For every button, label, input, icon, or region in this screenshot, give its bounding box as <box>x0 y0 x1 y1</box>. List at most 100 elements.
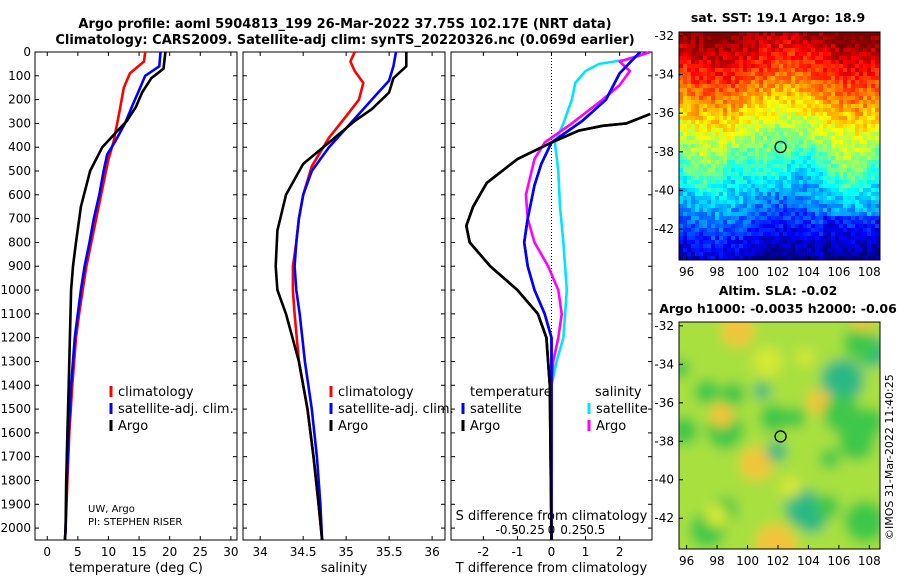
sst-cell <box>755 128 759 132</box>
sst-cell <box>755 84 759 88</box>
sst-cell <box>687 132 691 136</box>
sst-cell <box>687 80 691 84</box>
sst-cell <box>843 216 847 220</box>
sst-cell <box>743 84 747 88</box>
sst-cell <box>799 60 803 64</box>
sst-cell <box>791 96 795 100</box>
sst-cell <box>751 132 755 136</box>
sst-cell <box>771 152 775 156</box>
sst-cell <box>751 224 755 228</box>
sst-cell <box>855 64 859 68</box>
sst-cell <box>775 108 779 112</box>
sst-cell <box>795 220 799 224</box>
sst-cell <box>851 116 855 120</box>
sst-cell <box>703 188 707 192</box>
sst-cell <box>703 124 707 128</box>
sst-cell <box>827 232 831 236</box>
y-tick-label: -38 <box>654 434 674 448</box>
sst-cell <box>859 176 863 180</box>
sst-cell <box>779 160 783 164</box>
sst-cell <box>747 132 751 136</box>
sst-cell <box>799 44 803 48</box>
sst-cell <box>707 248 711 252</box>
sst-cell <box>839 240 843 244</box>
sst-cell <box>735 88 739 92</box>
sst-cell <box>691 72 695 76</box>
sst-cell <box>735 148 739 152</box>
sst-cell <box>871 200 875 204</box>
sst-cell <box>779 164 783 168</box>
sst-cell <box>695 128 699 132</box>
sst-cell <box>751 104 755 108</box>
sst-cell <box>707 252 711 256</box>
sst-cell <box>787 152 791 156</box>
sst-cell <box>851 220 855 224</box>
sst-cell <box>759 200 763 204</box>
sst-cell <box>815 36 819 40</box>
sst-cell <box>679 176 683 180</box>
sst-cell <box>815 176 819 180</box>
sst-cell <box>863 44 867 48</box>
sst-cell <box>747 140 751 144</box>
series-line-t-argo-top <box>464 112 651 541</box>
sst-cell <box>727 88 731 92</box>
sst-cell <box>859 136 863 140</box>
y-tick-label: -36 <box>654 106 674 120</box>
sst-cell <box>851 64 855 68</box>
sst-cell <box>819 164 823 168</box>
sst-cell <box>711 184 715 188</box>
sst-cell <box>787 100 791 104</box>
sst-cell <box>807 256 811 260</box>
sst-cell <box>839 44 843 48</box>
sst-cell <box>723 140 727 144</box>
legend-label-s-satellite: satellite <box>596 402 648 417</box>
sst-cell <box>815 116 819 120</box>
sst-cell <box>755 96 759 100</box>
sst-cell <box>723 252 727 256</box>
sst-cell <box>807 56 811 60</box>
sst-cell <box>807 156 811 160</box>
sst-cell <box>763 108 767 112</box>
sst-cell <box>771 84 775 88</box>
sst-cell <box>691 80 695 84</box>
sst-cell <box>703 184 707 188</box>
sst-cell <box>831 240 835 244</box>
sst-cell <box>771 232 775 236</box>
sst-cell <box>875 200 879 204</box>
sst-cell <box>703 36 707 40</box>
sst-cell <box>743 240 747 244</box>
sst-cell <box>855 172 859 176</box>
sst-cell <box>775 104 779 108</box>
sst-cell <box>783 128 787 132</box>
sst-cell <box>719 248 723 252</box>
sst-cell <box>699 228 703 232</box>
sst-cell <box>703 116 707 120</box>
sla-eddy <box>755 524 797 549</box>
sst-cell <box>835 72 839 76</box>
sst-cell <box>739 220 743 224</box>
sst-cell <box>731 216 735 220</box>
sst-cell <box>867 196 871 200</box>
sst-cell <box>815 60 819 64</box>
sst-cell <box>843 200 847 204</box>
sst-cell <box>707 56 711 60</box>
sst-cell <box>811 56 815 60</box>
sst-cell <box>771 168 775 172</box>
sst-cell <box>687 244 691 248</box>
sst-cell <box>859 192 863 196</box>
sst-cell <box>779 60 783 64</box>
sst-cell <box>875 88 879 92</box>
sst-cell <box>767 252 771 256</box>
sst-cell <box>819 64 823 68</box>
sst-cell <box>679 32 683 36</box>
sst-cell <box>763 136 767 140</box>
sst-cell <box>743 180 747 184</box>
sst-cell <box>711 228 715 232</box>
sst-cell <box>867 104 871 108</box>
sst-cell <box>731 200 735 204</box>
sst-cell <box>723 96 727 100</box>
sst-cell <box>743 256 747 260</box>
sst-cell <box>751 160 755 164</box>
sst-cell <box>791 176 795 180</box>
sst-cell <box>867 68 871 72</box>
